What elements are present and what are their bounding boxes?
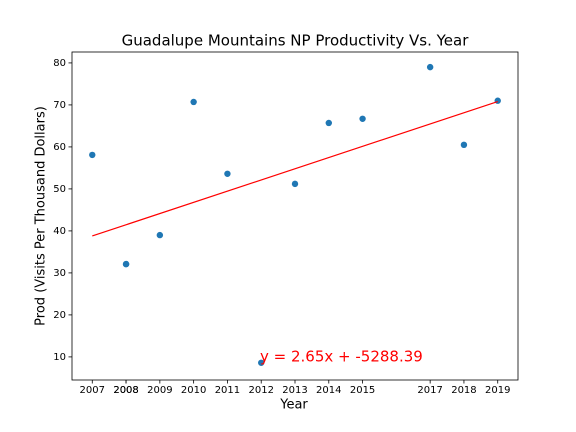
point [325, 119, 332, 127]
point [122, 260, 130, 268]
x-tick-label: 2011 [215, 385, 240, 396]
x-tick-label: 2019 [485, 385, 510, 396]
point [426, 63, 434, 71]
y-tick-label: 30 [53, 268, 66, 279]
y-tick-label: 80 [53, 58, 66, 69]
point [494, 97, 501, 104]
x-tick-label: 2010 [181, 385, 206, 396]
x-tick-label: 2014 [316, 385, 341, 396]
point [224, 170, 231, 177]
trend-line [92, 100, 498, 237]
y-tick-label: 60 [53, 142, 66, 153]
x-tick-label: 2017 [417, 385, 442, 396]
point [460, 141, 468, 149]
x-tick-label: 2013 [282, 385, 307, 396]
x-tick-label: 2009 [147, 385, 172, 396]
point [359, 115, 366, 122]
x-tick-label: 2018 [451, 385, 476, 396]
x-tick-label: 2008 [113, 385, 138, 396]
point [89, 151, 96, 159]
x-tick-label: 2008 [113, 385, 138, 396]
y-tick-label: 70 [53, 100, 66, 111]
x-axis-label: Year [279, 398, 308, 413]
annotation: y = 2.65x + -5288.39 [260, 348, 423, 366]
x-tick-label: 2012 [248, 385, 273, 396]
y-tick-label: 10 [53, 352, 66, 363]
x-tick-label: 2015 [350, 385, 375, 396]
chart-title: Guadalupe Mountains NP Productivity Vs. … [122, 32, 470, 50]
x-tick-label: 2007 [80, 385, 105, 396]
y-axis-label: Prod (Visits Per Thousand Dollars) [34, 106, 49, 326]
y-tick-label: 40 [53, 226, 66, 237]
point [156, 231, 164, 239]
point [291, 180, 299, 188]
point [258, 359, 265, 366]
point [190, 98, 197, 106]
y-tick-label: 20 [53, 310, 66, 321]
y-tick-label: 50 [53, 184, 66, 195]
